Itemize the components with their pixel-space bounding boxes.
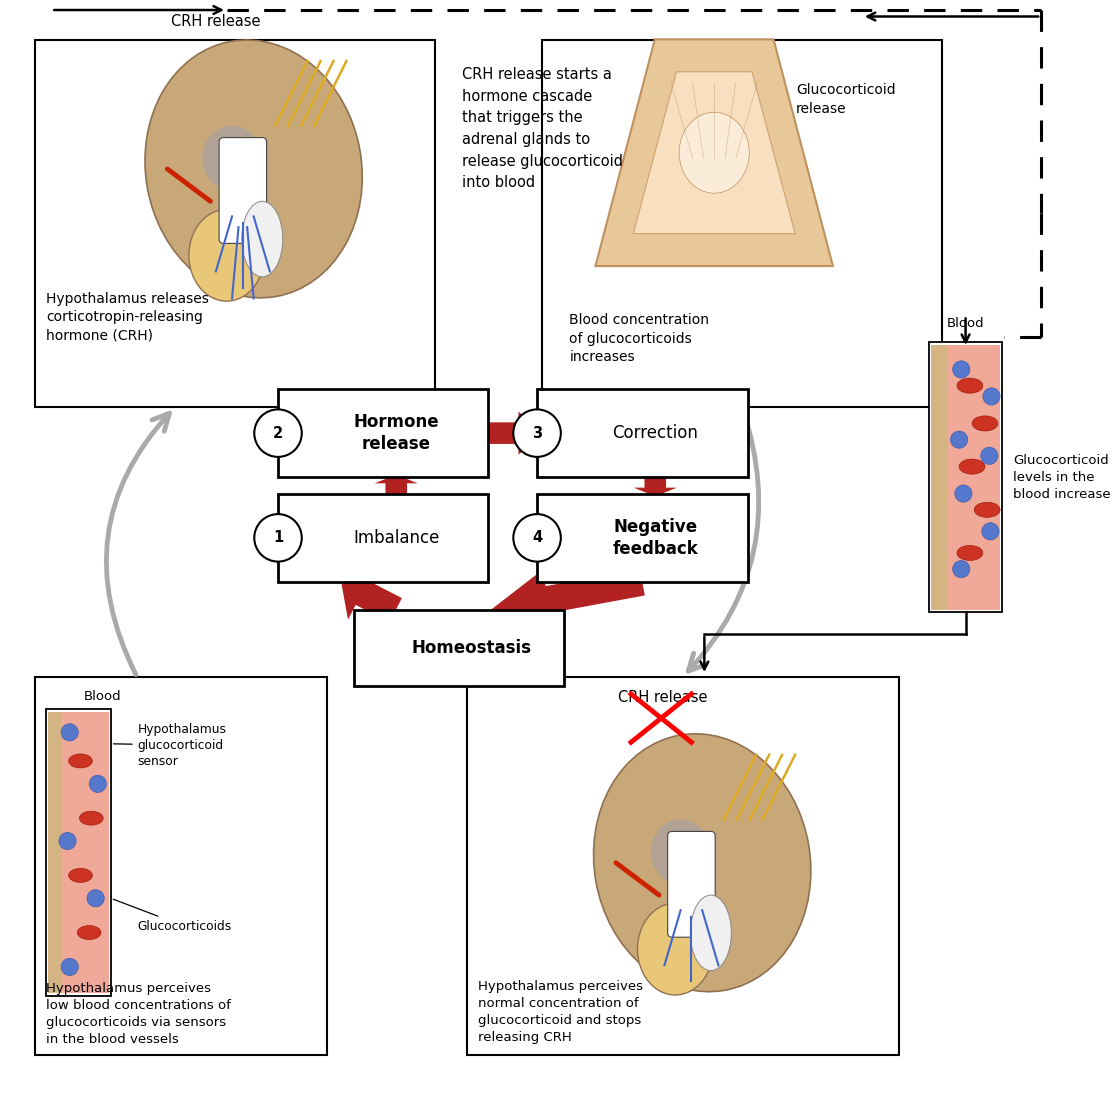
Text: Glucocorticoid
release: Glucocorticoid release bbox=[796, 83, 896, 116]
FancyBboxPatch shape bbox=[46, 710, 111, 996]
Polygon shape bbox=[490, 569, 645, 629]
Text: CRH release starts a
hormone cascade
that triggers the
adrenal glands to
release: CRH release starts a hormone cascade tha… bbox=[461, 67, 622, 190]
Ellipse shape bbox=[145, 40, 362, 298]
Text: Blood: Blood bbox=[947, 316, 984, 329]
Ellipse shape bbox=[974, 502, 1000, 517]
Polygon shape bbox=[633, 72, 795, 234]
FancyBboxPatch shape bbox=[219, 138, 267, 243]
FancyBboxPatch shape bbox=[467, 677, 899, 1055]
FancyBboxPatch shape bbox=[35, 40, 435, 407]
Circle shape bbox=[514, 514, 561, 561]
Text: Hormone
release: Hormone release bbox=[353, 414, 439, 453]
Circle shape bbox=[955, 485, 972, 502]
Text: 4: 4 bbox=[532, 531, 542, 545]
Circle shape bbox=[953, 560, 970, 578]
Text: Homeostasis: Homeostasis bbox=[412, 639, 532, 656]
Ellipse shape bbox=[957, 379, 983, 393]
Text: Negative
feedback: Negative feedback bbox=[612, 517, 698, 558]
FancyBboxPatch shape bbox=[668, 831, 715, 938]
FancyBboxPatch shape bbox=[537, 493, 747, 582]
Ellipse shape bbox=[651, 819, 710, 884]
Ellipse shape bbox=[202, 126, 261, 190]
Text: 1: 1 bbox=[273, 531, 283, 545]
Circle shape bbox=[89, 776, 106, 792]
FancyBboxPatch shape bbox=[278, 493, 488, 582]
Text: Correction: Correction bbox=[612, 424, 698, 442]
Text: Glucocorticoid
levels in the
blood increase: Glucocorticoid levels in the blood incre… bbox=[1013, 454, 1110, 501]
FancyBboxPatch shape bbox=[48, 711, 108, 993]
Ellipse shape bbox=[68, 869, 93, 883]
Text: Blood concentration
of glucocorticoids
increases: Blood concentration of glucocorticoids i… bbox=[570, 313, 709, 364]
Ellipse shape bbox=[960, 459, 985, 474]
Text: Hypothalamus
glucocorticoid
sensor: Hypothalamus glucocorticoid sensor bbox=[114, 722, 227, 768]
Circle shape bbox=[255, 514, 302, 561]
FancyBboxPatch shape bbox=[35, 677, 326, 1055]
FancyBboxPatch shape bbox=[48, 711, 63, 993]
Text: 2: 2 bbox=[273, 426, 283, 441]
FancyBboxPatch shape bbox=[537, 388, 747, 477]
Text: Imbalance: Imbalance bbox=[353, 528, 439, 547]
Text: Glucocorticoids: Glucocorticoids bbox=[113, 899, 232, 933]
Text: CRH release: CRH release bbox=[618, 690, 707, 705]
Ellipse shape bbox=[79, 811, 103, 825]
Polygon shape bbox=[633, 475, 677, 497]
Ellipse shape bbox=[593, 734, 811, 991]
Circle shape bbox=[983, 387, 1000, 405]
FancyBboxPatch shape bbox=[929, 342, 1002, 613]
Polygon shape bbox=[595, 39, 833, 266]
Text: CRH release: CRH release bbox=[171, 14, 260, 30]
Ellipse shape bbox=[972, 416, 997, 431]
Text: Blood: Blood bbox=[84, 690, 122, 703]
Text: Hypothalamus perceives
normal concentration of
glucocorticoid and stops
releasin: Hypothalamus perceives normal concentrat… bbox=[478, 980, 642, 1044]
Ellipse shape bbox=[957, 546, 983, 560]
Circle shape bbox=[951, 431, 967, 449]
Polygon shape bbox=[484, 411, 542, 455]
Circle shape bbox=[953, 361, 970, 379]
Ellipse shape bbox=[68, 754, 93, 768]
Circle shape bbox=[981, 447, 997, 465]
FancyBboxPatch shape bbox=[278, 388, 488, 477]
Circle shape bbox=[87, 889, 104, 907]
Circle shape bbox=[982, 523, 999, 540]
Circle shape bbox=[514, 409, 561, 457]
Circle shape bbox=[61, 958, 78, 976]
Circle shape bbox=[61, 724, 78, 741]
Ellipse shape bbox=[77, 926, 101, 940]
Text: Hypothalamus perceives
low blood concentrations of
glucocorticoids via sensors
i: Hypothalamus perceives low blood concent… bbox=[46, 982, 231, 1046]
Ellipse shape bbox=[690, 895, 732, 970]
FancyBboxPatch shape bbox=[932, 345, 1000, 610]
Ellipse shape bbox=[189, 209, 265, 301]
FancyBboxPatch shape bbox=[354, 610, 564, 686]
FancyBboxPatch shape bbox=[932, 345, 947, 610]
Ellipse shape bbox=[638, 904, 713, 994]
FancyBboxPatch shape bbox=[543, 40, 942, 407]
Text: Hypothalamus releases
corticotropin-releasing
hormone (CRH): Hypothalamus releases corticotropin-rele… bbox=[46, 292, 209, 342]
Ellipse shape bbox=[241, 201, 283, 277]
Text: 3: 3 bbox=[532, 426, 542, 441]
Circle shape bbox=[255, 409, 302, 457]
Ellipse shape bbox=[679, 113, 750, 194]
Circle shape bbox=[59, 833, 76, 850]
Polygon shape bbox=[341, 566, 402, 622]
Polygon shape bbox=[374, 475, 418, 497]
